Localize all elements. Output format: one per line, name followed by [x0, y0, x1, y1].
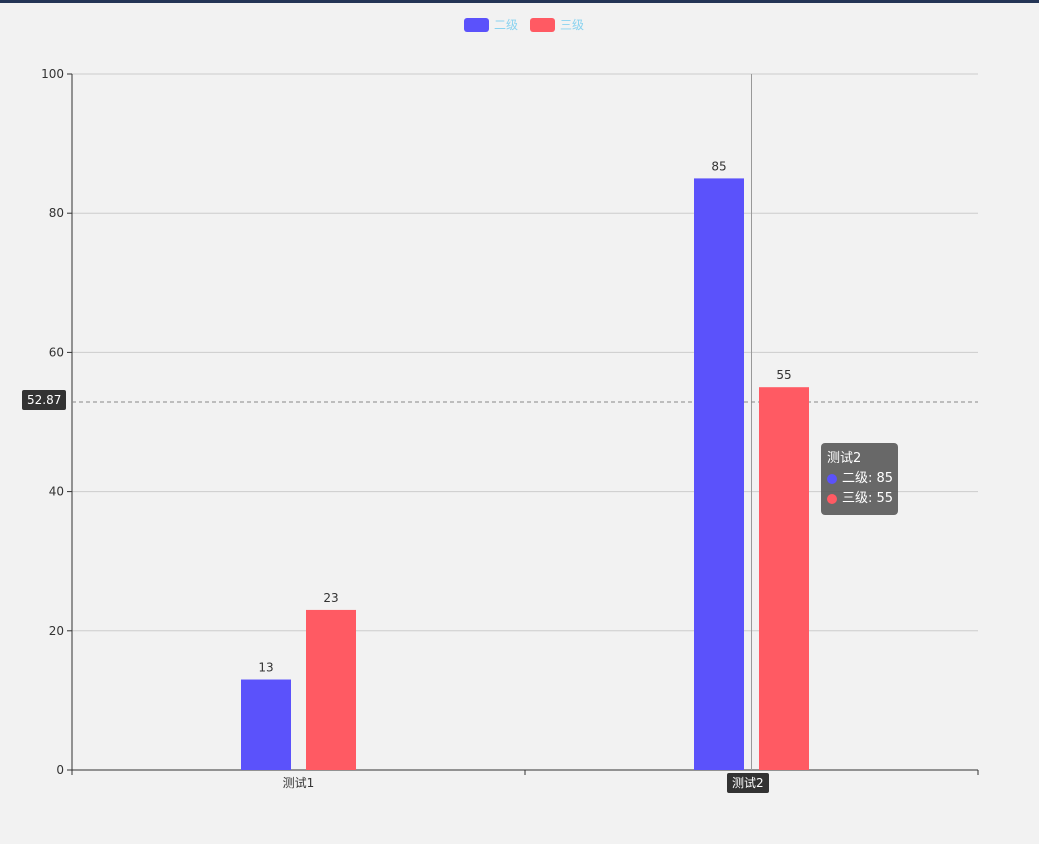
bar-value-label: 85	[711, 159, 726, 173]
bar	[759, 387, 809, 770]
series-2-dot-icon	[827, 494, 837, 504]
axis-pointer-x-label: 测试2	[727, 773, 769, 793]
legend-item-label: 二级	[494, 18, 518, 32]
bar-value-label: 55	[776, 368, 791, 382]
y-tick-label: 40	[49, 485, 64, 499]
tooltip-row-series-1: 二级: 85	[827, 469, 898, 489]
series-1-dot-icon	[827, 474, 837, 484]
legend-swatch	[530, 18, 555, 32]
tooltip-row-series-2: 三级: 55	[827, 489, 898, 509]
bar-value-label: 23	[323, 591, 338, 605]
tooltip-title: 测试2	[827, 451, 862, 466]
bar	[306, 609, 356, 770]
y-tick-label: 60	[49, 345, 64, 359]
y-tick-label: 100	[41, 67, 64, 81]
chart-tooltip: 测试2 二级: 85 三级: 55	[821, 443, 898, 515]
legend-swatch	[464, 18, 489, 32]
bar-value-label: 13	[258, 661, 273, 675]
bar	[694, 178, 744, 770]
y-tick-label: 80	[49, 206, 64, 220]
bar	[241, 679, 291, 770]
tooltip-row-text: 二级: 85	[842, 471, 894, 486]
axis-pointer-y-label: 52.87	[22, 390, 67, 410]
y-tick-label: 0	[56, 763, 64, 777]
y-tick-label: 20	[49, 624, 64, 638]
tooltip-row-text: 三级: 55	[842, 491, 894, 506]
legend-item-label: 三级	[560, 18, 584, 32]
x-category-label: 测试1	[283, 775, 315, 790]
top-accent-bar	[0, 0, 1039, 3]
